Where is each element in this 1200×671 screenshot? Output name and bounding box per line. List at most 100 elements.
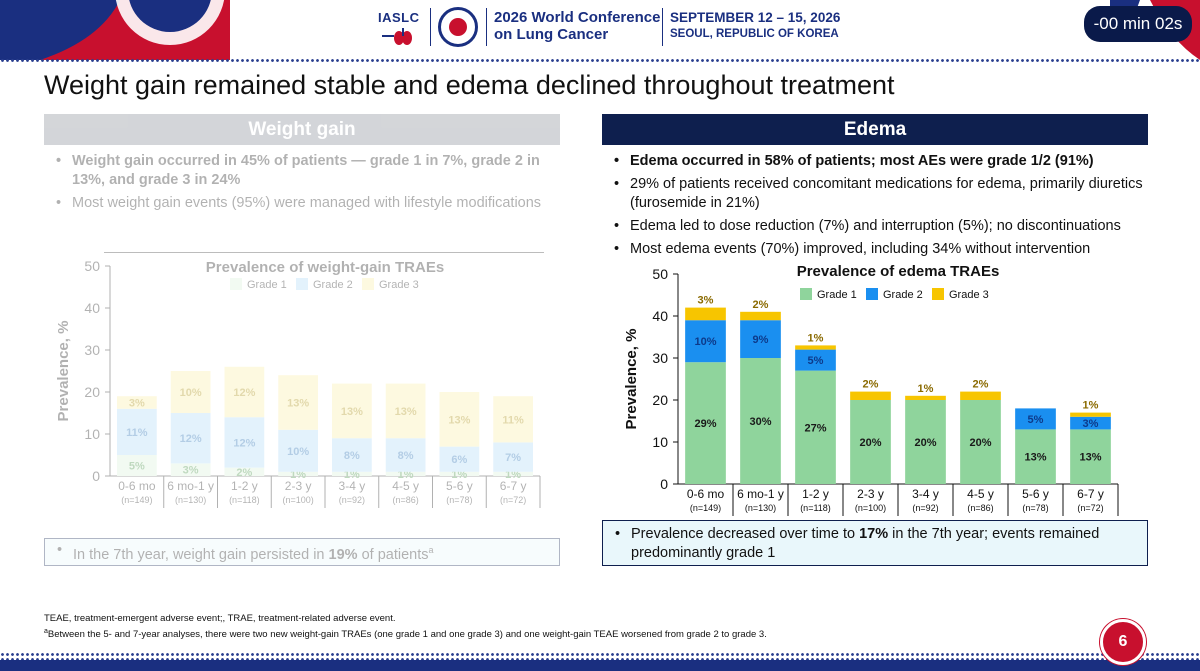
note-suffix: in the 7th year; events remained predomi…: [631, 526, 1100, 561]
weight-gain-note-text: In the 7th year, weight gain persisted i…: [45, 539, 559, 566]
footnote-a-text: Between the 5- and 7-year analyses, ther…: [47, 629, 767, 641]
y-tick-label: 10: [84, 426, 100, 442]
conference-title: 2026 World Conference on Lung Cancer: [494, 9, 661, 43]
x-tick-label: 1-2 y: [231, 479, 258, 493]
data-label: 12%: [180, 433, 202, 445]
data-label: 13%: [395, 406, 417, 418]
x-tick-n-label: (n=86): [967, 503, 993, 513]
bar-segment: [795, 370, 836, 484]
legend-swatch: [800, 288, 812, 300]
bar-segment: [740, 320, 781, 358]
data-label: 10%: [180, 387, 202, 399]
x-tick-n-label: (n=92): [912, 503, 938, 513]
data-label: 20%: [859, 437, 881, 449]
bar-segment: [170, 413, 211, 464]
data-label: 2%: [753, 299, 769, 311]
conference-location: SEOUL, REPUBLIC OF KOREA: [670, 28, 839, 40]
bar-segment: [493, 396, 534, 443]
y-tick-label: 50: [652, 266, 668, 282]
presentation-timer: -00 min 02s: [1084, 6, 1192, 42]
x-tick-n-label: (n=100): [282, 495, 313, 505]
data-label: 5%: [129, 461, 145, 473]
x-tick-label: 5-6 y: [446, 479, 473, 493]
x-tick-n-label: (n=92): [339, 495, 365, 505]
conference-dates: SEPTEMBER 12 – 15, 2026 SEOUL, REPUBLIC …: [670, 10, 860, 42]
header-divider: [430, 8, 431, 46]
bar-segment: [439, 446, 480, 472]
bar-segment: [1015, 429, 1056, 484]
data-label: 1%: [290, 469, 306, 481]
legend-label: Grade 2: [883, 289, 923, 301]
bar-segment: [685, 320, 726, 363]
edema-bullets: Edema occurred in 58% of patients; most …: [602, 152, 1148, 263]
data-label: 11%: [126, 427, 148, 439]
weight-gain-chart: 0 10 20 30 40 50 Prevalence, % Prevalence of we…: [55, 258, 541, 508]
bar-segment: [116, 455, 157, 476]
legend-label: Grade 1: [817, 289, 857, 301]
x-tick-label: 6 mo-1 y: [737, 487, 784, 501]
bar-segment: [278, 429, 319, 472]
bar-segment: [331, 383, 372, 439]
data-label: 12%: [233, 437, 255, 449]
chart-separator: [104, 252, 544, 253]
data-label: 13%: [341, 406, 363, 418]
bar-segment: [1070, 416, 1111, 430]
edema-bullet: Edema occurred in 58% of patients; most …: [602, 152, 1148, 171]
x-tick-n-label: (n=130): [175, 495, 206, 505]
note-bold: 17%: [859, 526, 889, 542]
bar-segment: [439, 392, 480, 447]
y-tick-label: 30: [652, 350, 668, 366]
edema-heading: Edema: [602, 114, 1148, 145]
bar-segment: [1015, 408, 1056, 430]
y-tick-label: 10: [652, 434, 668, 450]
x-tick-label: 2-3 y: [285, 479, 312, 493]
bar-segment: [385, 438, 426, 472]
y-tick-label: 0: [660, 476, 668, 492]
data-label: 7%: [505, 452, 521, 464]
x-tick-n-label: (n=118): [229, 495, 260, 505]
legend-label: Grade 3: [949, 289, 989, 301]
page-number: 6: [1100, 619, 1146, 665]
data-label: 20%: [969, 437, 991, 449]
conference-emblem: [438, 7, 478, 47]
legend-swatch: [932, 288, 944, 300]
legend-label: Grade 2: [313, 279, 353, 291]
bar-segment: [685, 307, 726, 321]
bar-segment: [905, 400, 946, 484]
data-label: 3%: [183, 465, 199, 477]
legend-swatch: [362, 278, 374, 290]
x-tick-n-label: (n=78): [1022, 503, 1048, 513]
bar-segment: [850, 400, 891, 484]
data-label: 29%: [694, 418, 716, 430]
data-label: 3%: [129, 398, 145, 410]
bar-segment: [278, 375, 319, 430]
data-label: 11%: [502, 414, 524, 426]
footer-bar: [0, 660, 1200, 671]
edema-bullet: 29% of patients received concomitant med…: [602, 175, 1148, 213]
data-label: 2%: [973, 379, 989, 391]
slide-title: Weight gain remained stable and edema de…: [44, 70, 895, 100]
bar-segment: [493, 471, 534, 476]
footnote-abbreviations: TEAE, treatment-emergent adverse event;,…: [44, 613, 396, 624]
x-tick-n-label: (n=149): [690, 503, 721, 513]
data-label: 6%: [451, 454, 467, 466]
x-tick-label: 4-5 y: [967, 487, 994, 501]
chart-title: Prevalence of edema TRAEs: [797, 263, 1000, 280]
data-label: 8%: [398, 450, 414, 462]
edema-bullet: Most edema events (70%) improved, includ…: [602, 240, 1148, 259]
x-tick-n-label: (n=86): [392, 495, 418, 505]
data-label: 5%: [1028, 414, 1044, 426]
note-bold: 19%: [328, 546, 358, 563]
x-tick-label: 6-7 y: [500, 479, 527, 493]
note-prefix: Prevalence decreased over time to: [631, 526, 860, 542]
legend-swatch: [866, 288, 878, 300]
x-tick-label: 6 mo-1 y: [167, 479, 214, 493]
x-tick-n-label: (n=100): [855, 503, 886, 513]
footnote-marker: a: [44, 628, 48, 635]
legend-swatch: [296, 278, 308, 290]
bar-segment: [224, 366, 265, 418]
weight-gain-bullet: Weight gain occurred in 45% of patients …: [44, 152, 554, 190]
bar-segment: [170, 463, 211, 476]
note-prefix: In the 7th year, weight gain persisted i…: [73, 546, 329, 563]
y-tick-label: 50: [84, 258, 100, 274]
